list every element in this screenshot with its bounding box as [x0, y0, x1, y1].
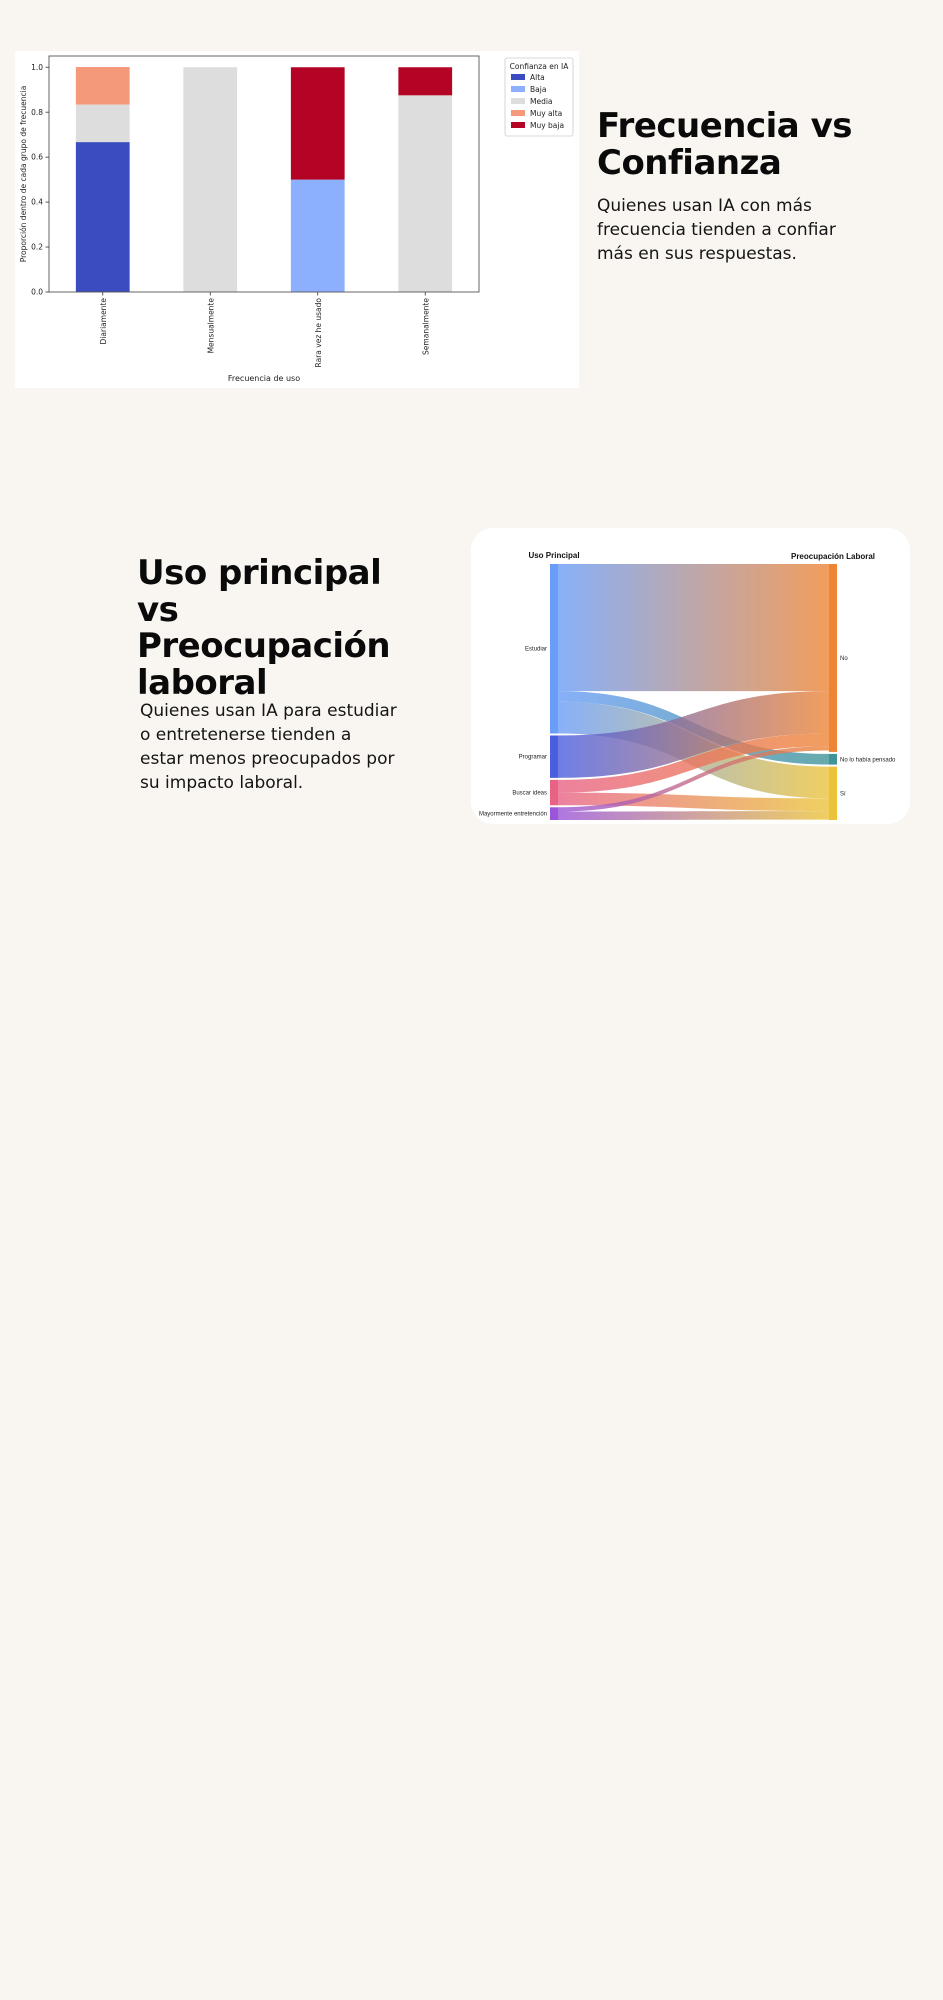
sankey-source-label: Programar [519, 755, 547, 761]
sankey-link [558, 691, 829, 778]
legend-swatch [511, 122, 525, 128]
sankey-right-title: Preocupación Laboral [791, 552, 875, 561]
sankey-link [558, 811, 829, 820]
stacked-bar-chart: Diariamente Mensualmente Rara vez he usado… [19, 55, 574, 383]
bar-segment [75, 142, 130, 292]
legend-swatch [511, 74, 525, 80]
x-tick-label: Diariamente [99, 298, 108, 345]
legend-swatch [511, 86, 525, 92]
legend-swatch [511, 110, 525, 116]
bar-segment [398, 95, 453, 292]
bar-segment [290, 179, 345, 292]
sankey-chart: Estudiar Programar Buscar ideas Mayormente … [479, 551, 896, 820]
sankey-source-node [550, 735, 558, 778]
legend-label: Baja [530, 85, 546, 94]
sankey-source-label: Buscar ideas [512, 791, 547, 797]
sankey-link [558, 746, 829, 812]
legend: Confianza en IA Alta Baja Media Muy alta Muy … [504, 57, 574, 137]
bar-segment [75, 104, 130, 143]
y-tick-label: 0.4 [31, 198, 43, 207]
y-tick-label: 1.0 [31, 63, 43, 72]
sankey-target-node [829, 766, 837, 820]
section-text-frecuencia: Quienes usan IA con más frecuencia tiend… [597, 196, 836, 264]
sankey-source-node [550, 807, 558, 820]
legend-label: Muy baja [530, 121, 564, 130]
bar-chart-card: Diariamente Mensualmente Rara vez he usado… [15, 51, 579, 388]
x-axis-label: Frecuencia de uso [228, 374, 300, 383]
sankey-source-label: Mayormente entretención [479, 812, 547, 818]
legend-label: Muy alta [530, 109, 562, 118]
section-title-frecuencia: Frecuencia vs Confianza [597, 106, 853, 183]
section-text-uso: Quienes usan IA para estudiar o entreten… [140, 701, 397, 793]
sankey-source-node [550, 779, 558, 806]
sankey-target-node [829, 564, 837, 752]
sankey-target-label: Sí [840, 791, 846, 797]
sankey-link [558, 792, 829, 812]
sankey-link [558, 733, 829, 793]
x-tick-label: Rara vez he usado [314, 298, 323, 368]
sankey-link [558, 564, 829, 692]
plot-frame [48, 55, 480, 293]
y-tick-label: 0.8 [31, 108, 43, 117]
legend-label: Alta [530, 73, 545, 82]
sankey-target-label: No lo había pensado [840, 757, 896, 763]
y-tick-label: 0.2 [31, 243, 43, 252]
legend-swatch [511, 98, 525, 104]
y-tick-label: 0.0 [31, 288, 43, 297]
sankey-source-node [550, 564, 558, 734]
sankey-chart-card: Estudiar Programar Buscar ideas Mayormente … [471, 528, 910, 824]
section-title-uso: Uso principal vs Preocupación laboral [137, 553, 391, 704]
legend-label: Media [530, 97, 553, 106]
sankey-target-label: No [840, 656, 848, 662]
bar-segment [398, 67, 453, 96]
bar-segment [290, 67, 345, 180]
y-tick-label: 0.6 [31, 153, 43, 162]
x-tick-label: Mensualmente [206, 298, 215, 354]
legend-title: Confianza en IA [510, 62, 570, 71]
bar-segment [183, 67, 238, 292]
x-tick-label: Semanalmente [421, 298, 430, 355]
sankey-left-title: Uso Principal [528, 551, 579, 560]
sankey-target-node [829, 753, 837, 765]
y-axis-label: Proporción dentro de cada grupo de frecu… [19, 86, 28, 263]
sankey-source-label: Estudiar [525, 647, 547, 653]
bar-segment [75, 67, 130, 105]
